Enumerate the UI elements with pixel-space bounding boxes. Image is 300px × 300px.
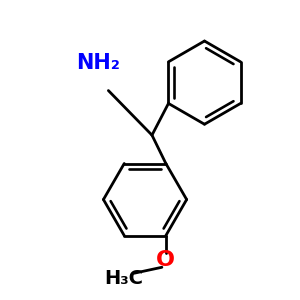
- Text: NH₂: NH₂: [76, 53, 120, 73]
- Text: H₃C: H₃C: [105, 269, 144, 288]
- Text: O: O: [156, 250, 176, 270]
